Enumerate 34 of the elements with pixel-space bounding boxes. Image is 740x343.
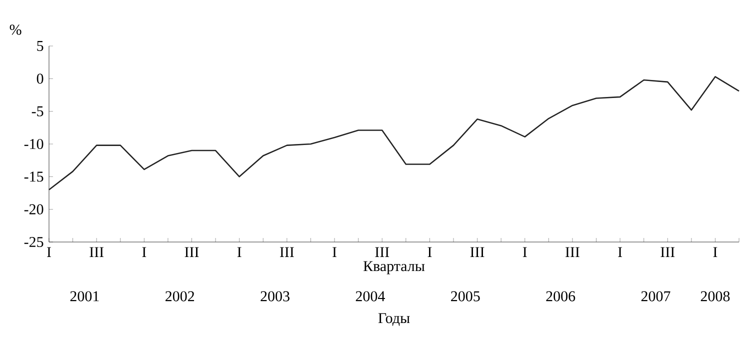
x-tick-label: I <box>47 247 51 258</box>
x-tick-label: III <box>90 247 104 258</box>
text: Годы <box>378 313 410 326</box>
y-tick-label: -10 <box>24 138 44 150</box>
x-tick-label: III <box>375 247 390 258</box>
text: 2007 <box>641 291 670 302</box>
line-series <box>48 76 740 190</box>
y-tick-label: 5 <box>37 41 44 51</box>
text: 2003 <box>260 291 290 302</box>
x-tick-label: I <box>237 247 242 258</box>
x-tick-label: I <box>618 247 622 258</box>
text: 2002 <box>166 291 194 302</box>
x-tick-label: I <box>332 247 336 258</box>
y-axis-title: % <box>10 24 22 35</box>
x-tick-label: I <box>428 247 432 258</box>
y-tick-label: 0 <box>36 74 44 84</box>
x-axis-title: Кварталы <box>363 261 425 274</box>
x-tick-label: III <box>280 247 294 258</box>
x-tick-label: I <box>522 247 527 258</box>
y-tick-label: -25 <box>24 236 44 248</box>
x-tick-label: I <box>713 247 718 258</box>
x-tick-label: III <box>470 247 484 258</box>
x-tick-label: I <box>142 247 146 258</box>
text: 2001 <box>70 291 99 302</box>
y-tick-label: -20 <box>24 204 44 214</box>
x-tick-label: III <box>566 247 580 258</box>
x-tick-label: III <box>660 247 675 258</box>
x-tick-label: III <box>184 247 199 258</box>
y-tick-label: -5 <box>32 106 44 116</box>
text: 2005 <box>451 291 480 302</box>
text: 2008 <box>700 291 730 302</box>
y-tick-label: -15 <box>24 172 44 182</box>
text: 2006 <box>546 291 576 302</box>
text: 2004 <box>356 291 385 302</box>
